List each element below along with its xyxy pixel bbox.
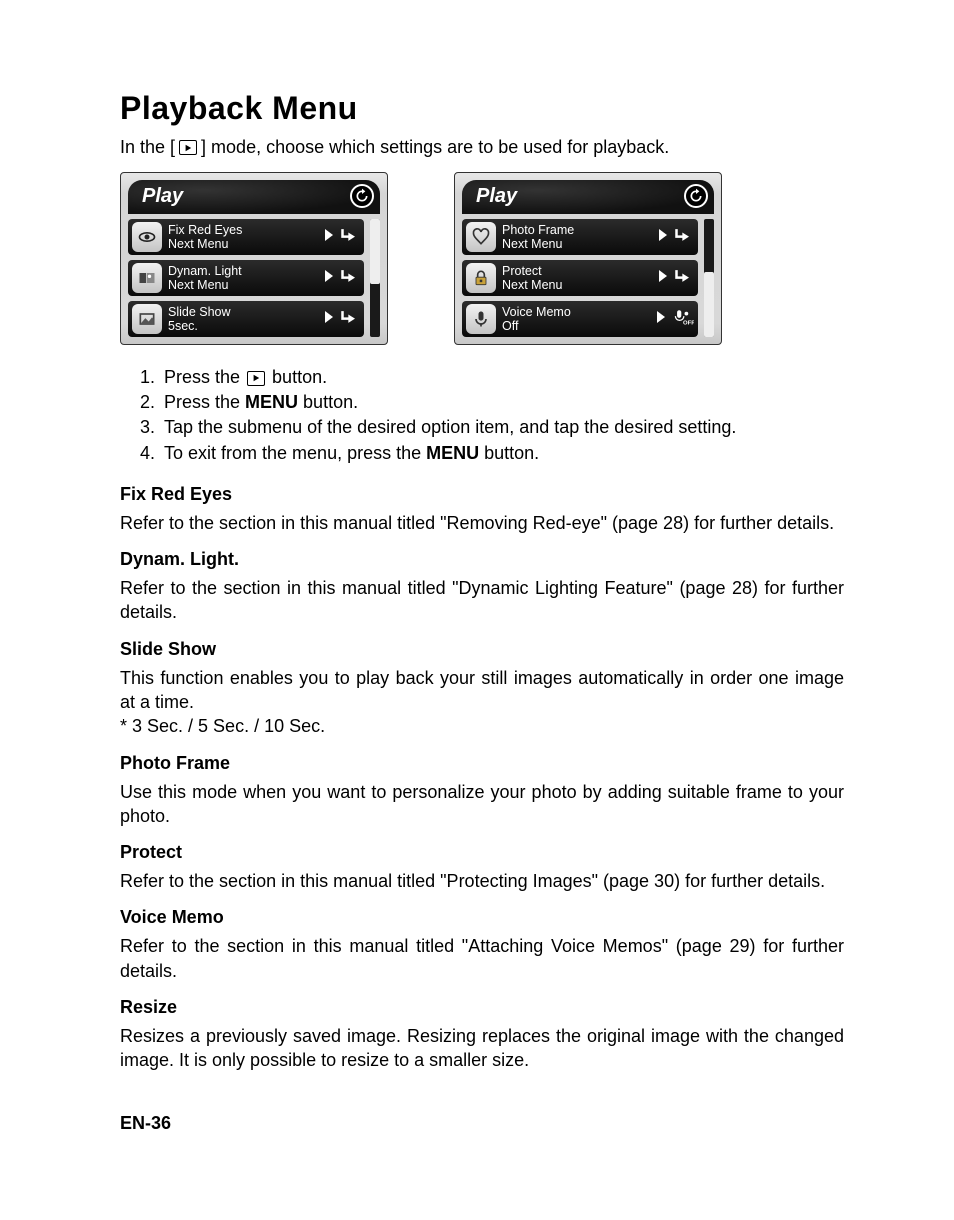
section-body: This function enables you to play back y…: [120, 666, 844, 739]
device-panels: Play Fix Red Eyes Next Menu Dynam. Light…: [120, 172, 844, 345]
menu-row-text: Fix Red Eyes Next Menu: [168, 223, 318, 252]
play-triangle-icon: [324, 269, 334, 288]
menu-row-text: Protect Next Menu: [502, 264, 652, 293]
section-heading: Dynam. Light.: [120, 549, 844, 570]
menu-row-line1: Slide Show: [168, 305, 318, 319]
intro-text: In the [ ] mode, choose which settings a…: [120, 137, 844, 158]
row-indicators: [658, 267, 694, 290]
scrollbar[interactable]: [704, 219, 714, 337]
menu-row[interactable]: Voice Memo Off OFF: [462, 301, 698, 337]
scrollbar[interactable]: [370, 219, 380, 337]
steps-list: Press the button.Press the MENU button.T…: [120, 365, 844, 466]
mic-icon: [466, 304, 496, 334]
rotate-icon: [350, 184, 374, 208]
menu-row-text: Dynam. Light Next Menu: [168, 264, 318, 293]
playback-mode-icon: [247, 371, 265, 386]
menu-row-line2: Next Menu: [168, 237, 318, 251]
rotate-icon: [684, 184, 708, 208]
device-panel: Play Photo Frame Next Menu Protect Next …: [454, 172, 722, 345]
menu-row-line1: Protect: [502, 264, 652, 278]
svg-text:OFF: OFF: [683, 320, 694, 325]
menu-row[interactable]: Photo Frame Next Menu: [462, 219, 698, 255]
section-body: Resizes a previously saved image. Resizi…: [120, 1024, 844, 1073]
section-body: Refer to the section in this manual titl…: [120, 869, 844, 893]
menu-row-text: Slide Show 5sec.: [168, 305, 318, 334]
slide-icon: [132, 304, 162, 334]
menu-row-line1: Photo Frame: [502, 223, 652, 237]
step-item: To exit from the menu, press the MENU bu…: [160, 441, 844, 466]
playback-mode-icon: [179, 140, 197, 155]
menu-row-line1: Fix Red Eyes: [168, 223, 318, 237]
row-indicators: OFF: [656, 308, 694, 331]
enter-icon: [674, 267, 694, 290]
device-panel: Play Fix Red Eyes Next Menu Dynam. Light…: [120, 172, 388, 345]
lock-icon: [466, 263, 496, 293]
play-triangle-icon: [658, 269, 668, 288]
row-indicators: [324, 308, 360, 331]
intro-pre: In the [: [120, 137, 175, 158]
menu-row-line2: Off: [502, 319, 650, 333]
menu-row-line2: Next Menu: [502, 237, 652, 251]
mic-off-icon: OFF: [672, 308, 694, 331]
dyn-icon: [132, 263, 162, 293]
menu-row-line2: Next Menu: [502, 278, 652, 292]
step-item: Press the button.: [160, 365, 844, 390]
play-triangle-icon: [656, 310, 666, 329]
menu-row[interactable]: Slide Show 5sec.: [128, 301, 364, 337]
play-triangle-icon: [324, 310, 334, 329]
page-footer: EN-36: [120, 1113, 844, 1134]
enter-icon: [340, 267, 360, 290]
enter-icon: [674, 226, 694, 249]
menu-row-line1: Voice Memo: [502, 305, 650, 319]
section-body: Use this mode when you want to personali…: [120, 780, 844, 829]
row-indicators: [658, 226, 694, 249]
section-heading: Photo Frame: [120, 753, 844, 774]
section-heading: Voice Memo: [120, 907, 844, 928]
panel-title: Play: [142, 185, 183, 208]
menu-row-line2: Next Menu: [168, 278, 318, 292]
panel-header: Play: [128, 180, 380, 214]
menu-row-line2: 5sec.: [168, 319, 318, 333]
eye-icon: [132, 222, 162, 252]
row-indicators: [324, 226, 360, 249]
section-body: Refer to the section in this manual titl…: [120, 511, 844, 535]
step-item: Press the MENU button.: [160, 390, 844, 415]
step-item: Tap the submenu of the desired option it…: [160, 415, 844, 440]
section-heading: Slide Show: [120, 639, 844, 660]
enter-icon: [340, 226, 360, 249]
menu-row[interactable]: Protect Next Menu: [462, 260, 698, 296]
row-indicators: [324, 267, 360, 290]
section-body: Refer to the section in this manual titl…: [120, 934, 844, 983]
panel-header: Play: [462, 180, 714, 214]
menu-row[interactable]: Fix Red Eyes Next Menu: [128, 219, 364, 255]
panel-title: Play: [476, 185, 517, 208]
enter-icon: [340, 308, 360, 331]
menu-row-line1: Dynam. Light: [168, 264, 318, 278]
play-triangle-icon: [324, 228, 334, 247]
heart-icon: [466, 222, 496, 252]
page-title: Playback Menu: [120, 90, 844, 127]
section-heading: Resize: [120, 997, 844, 1018]
section-heading: Protect: [120, 842, 844, 863]
section-body: Refer to the section in this manual titl…: [120, 576, 844, 625]
menu-row[interactable]: Dynam. Light Next Menu: [128, 260, 364, 296]
sections: Fix Red Eyes Refer to the section in this…: [120, 484, 844, 1073]
menu-row-text: Voice Memo Off: [502, 305, 650, 334]
menu-row-text: Photo Frame Next Menu: [502, 223, 652, 252]
section-heading: Fix Red Eyes: [120, 484, 844, 505]
intro-post: ] mode, choose which settings are to be …: [201, 137, 669, 158]
play-triangle-icon: [658, 228, 668, 247]
